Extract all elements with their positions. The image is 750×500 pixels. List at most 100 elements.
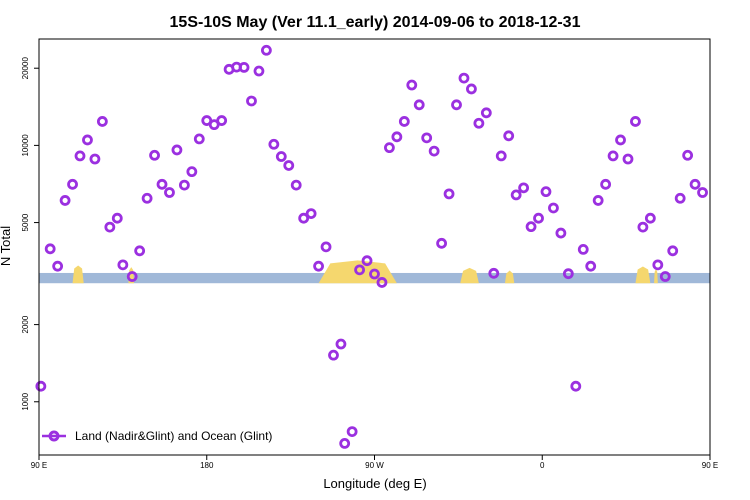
land-shape — [635, 266, 651, 284]
data-point — [369, 268, 380, 280]
data-point — [406, 79, 418, 91]
legend: Land (Nadir&Glint) and Ocean (Glint) — [42, 429, 272, 443]
y-tick-label: 2000 — [21, 315, 30, 333]
data-point — [697, 187, 708, 198]
land-shape — [460, 267, 479, 284]
legend-label: Land (Nadir&Glint) and Ocean (Glint) — [75, 429, 272, 443]
data-point — [260, 44, 272, 56]
coverage-band-layer — [39, 260, 710, 284]
data-point — [503, 130, 515, 142]
data-point — [585, 260, 597, 272]
data-point — [495, 150, 507, 162]
data-point — [305, 208, 317, 219]
data-point — [480, 107, 492, 119]
data-point — [283, 160, 295, 171]
data-point — [134, 245, 146, 257]
data-point — [149, 149, 160, 161]
data-point — [216, 115, 228, 126]
data-point — [518, 182, 530, 194]
x-tick-label: 90 W — [365, 461, 384, 470]
data-point — [44, 243, 56, 255]
data-point — [67, 178, 78, 190]
data-point — [111, 212, 123, 224]
data-point — [488, 267, 500, 279]
data-point — [384, 142, 395, 154]
land-shape — [72, 265, 84, 284]
y-tick-label: 1000 — [21, 392, 30, 410]
data-point — [246, 95, 257, 107]
data-point — [548, 202, 559, 214]
y-tick-label: 10000 — [21, 134, 30, 157]
data-point — [600, 178, 612, 190]
x-axis-label: Longitude (deg E) — [323, 476, 426, 491]
data-point — [89, 153, 101, 165]
land-shape — [654, 268, 658, 284]
data-point — [577, 243, 589, 255]
data-point — [682, 149, 694, 161]
data-point — [141, 192, 153, 204]
x-tick-label: 180 — [200, 461, 214, 470]
data-point — [428, 145, 440, 157]
x-tick-label: 90 E — [702, 461, 718, 470]
data-point — [335, 338, 347, 350]
data-point — [117, 259, 129, 271]
data-point — [320, 241, 332, 253]
data-point — [533, 212, 544, 224]
data-point — [52, 260, 64, 272]
data-point — [570, 380, 582, 392]
data-point — [436, 237, 448, 249]
data-point — [674, 192, 686, 204]
data-point — [298, 212, 310, 224]
data-point — [361, 255, 373, 267]
data-point — [644, 212, 656, 224]
data-point — [193, 133, 205, 145]
data-point — [313, 260, 324, 272]
data-point — [164, 187, 175, 198]
data-point — [268, 138, 280, 150]
data-point — [104, 221, 116, 233]
data-point — [178, 179, 190, 191]
data-point — [346, 426, 358, 438]
data-point — [615, 134, 626, 146]
chart-title: 15S-10S May (Ver 11.1_early) 2014-09-06 … — [170, 14, 581, 31]
x-axis: 90 E 180 90 W 0 90 E — [31, 455, 718, 470]
x-tick-label: 90 E — [31, 461, 47, 470]
data-point — [451, 99, 462, 111]
data-point — [275, 151, 287, 162]
data-point — [659, 271, 671, 282]
data-point — [458, 72, 470, 84]
data-point — [253, 65, 265, 77]
data-point — [126, 271, 138, 282]
data-point — [466, 83, 477, 95]
y-tick-label: 5000 — [21, 213, 30, 231]
y-tick-label: 20000 — [21, 57, 30, 80]
data-point — [562, 268, 574, 280]
data-point — [82, 134, 93, 146]
data-point — [555, 227, 567, 239]
data-point — [391, 131, 403, 143]
data-point — [540, 186, 552, 198]
data-point — [421, 132, 433, 144]
y-axis: 1000 2000 5000 10000 20000 — [21, 57, 39, 411]
data-point — [186, 166, 198, 178]
land-shape — [504, 270, 515, 284]
data-points-layer — [35, 44, 708, 449]
data-point — [413, 99, 425, 111]
data-point — [637, 221, 649, 233]
data-point — [74, 150, 86, 162]
data-point — [376, 277, 388, 288]
data-point — [689, 178, 701, 190]
data-point — [171, 144, 183, 156]
y-axis-label: N Total — [0, 226, 13, 266]
data-point — [35, 380, 47, 392]
data-point — [622, 153, 634, 165]
data-point — [398, 116, 410, 127]
data-point — [443, 188, 455, 200]
data-point — [339, 438, 351, 449]
data-point — [525, 221, 537, 233]
data-point — [328, 349, 339, 361]
data-point — [667, 245, 679, 257]
data-point — [630, 116, 641, 127]
data-point — [59, 195, 71, 206]
